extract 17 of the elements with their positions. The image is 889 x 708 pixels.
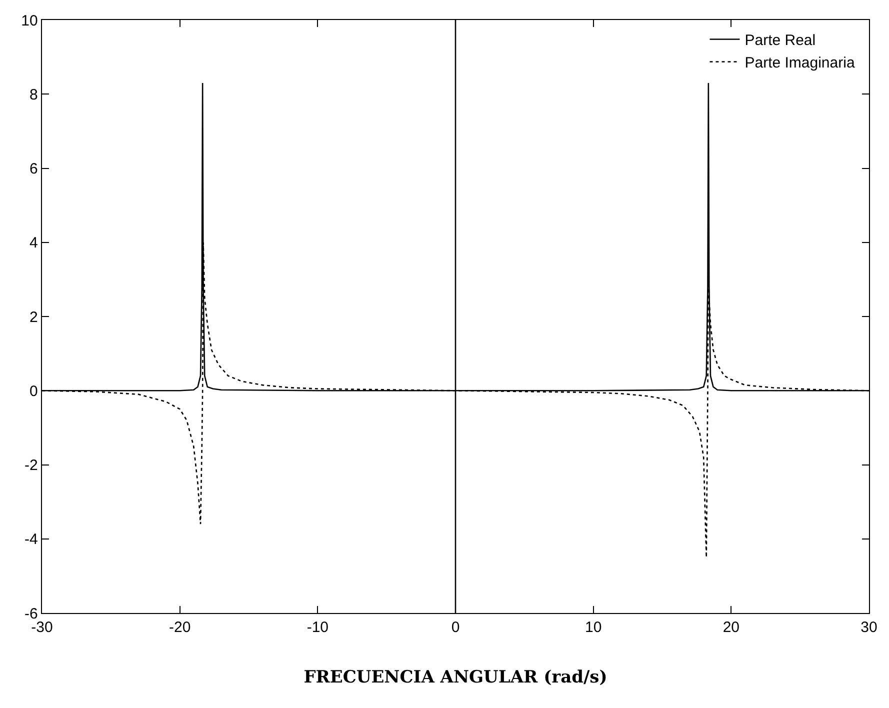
x-tick-label: 0 xyxy=(451,619,460,636)
legend-label: Parte Imaginaria xyxy=(744,54,856,72)
y-tick-label: 2 xyxy=(30,308,38,326)
y-tick-label: 6 xyxy=(30,160,38,178)
y-tick-label: 4 xyxy=(30,234,38,252)
x-tick-label: 20 xyxy=(722,619,740,636)
y-tick-label: -4 xyxy=(24,531,38,548)
legend-label: Parte Real xyxy=(744,32,816,50)
x-tick-label: 10 xyxy=(584,619,602,636)
x-tick-label: 30 xyxy=(860,619,878,636)
x-axis-title: FRECUENCIA ANGULAR (rad/s) xyxy=(304,668,608,688)
y-tick-label: 8 xyxy=(30,86,38,104)
y-tick-label: 0 xyxy=(30,382,38,400)
x-tick-label: -20 xyxy=(168,619,191,636)
y-tick-label: 10 xyxy=(21,12,38,30)
x-tick-label: -10 xyxy=(306,619,329,636)
y-tick-label: -2 xyxy=(24,457,38,474)
